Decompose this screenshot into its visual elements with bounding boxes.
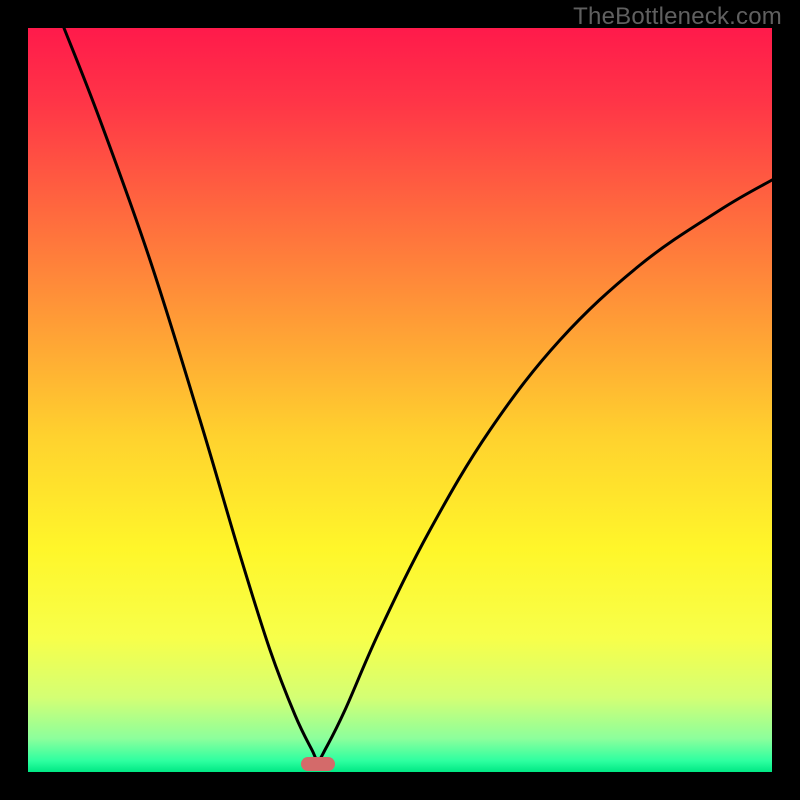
watermark-text: TheBottleneck.com [573, 3, 782, 31]
curve-path [64, 28, 772, 760]
bottleneck-curve [0, 0, 800, 800]
chart-canvas: TheBottleneck.com [0, 0, 800, 800]
apex-marker [301, 757, 335, 771]
